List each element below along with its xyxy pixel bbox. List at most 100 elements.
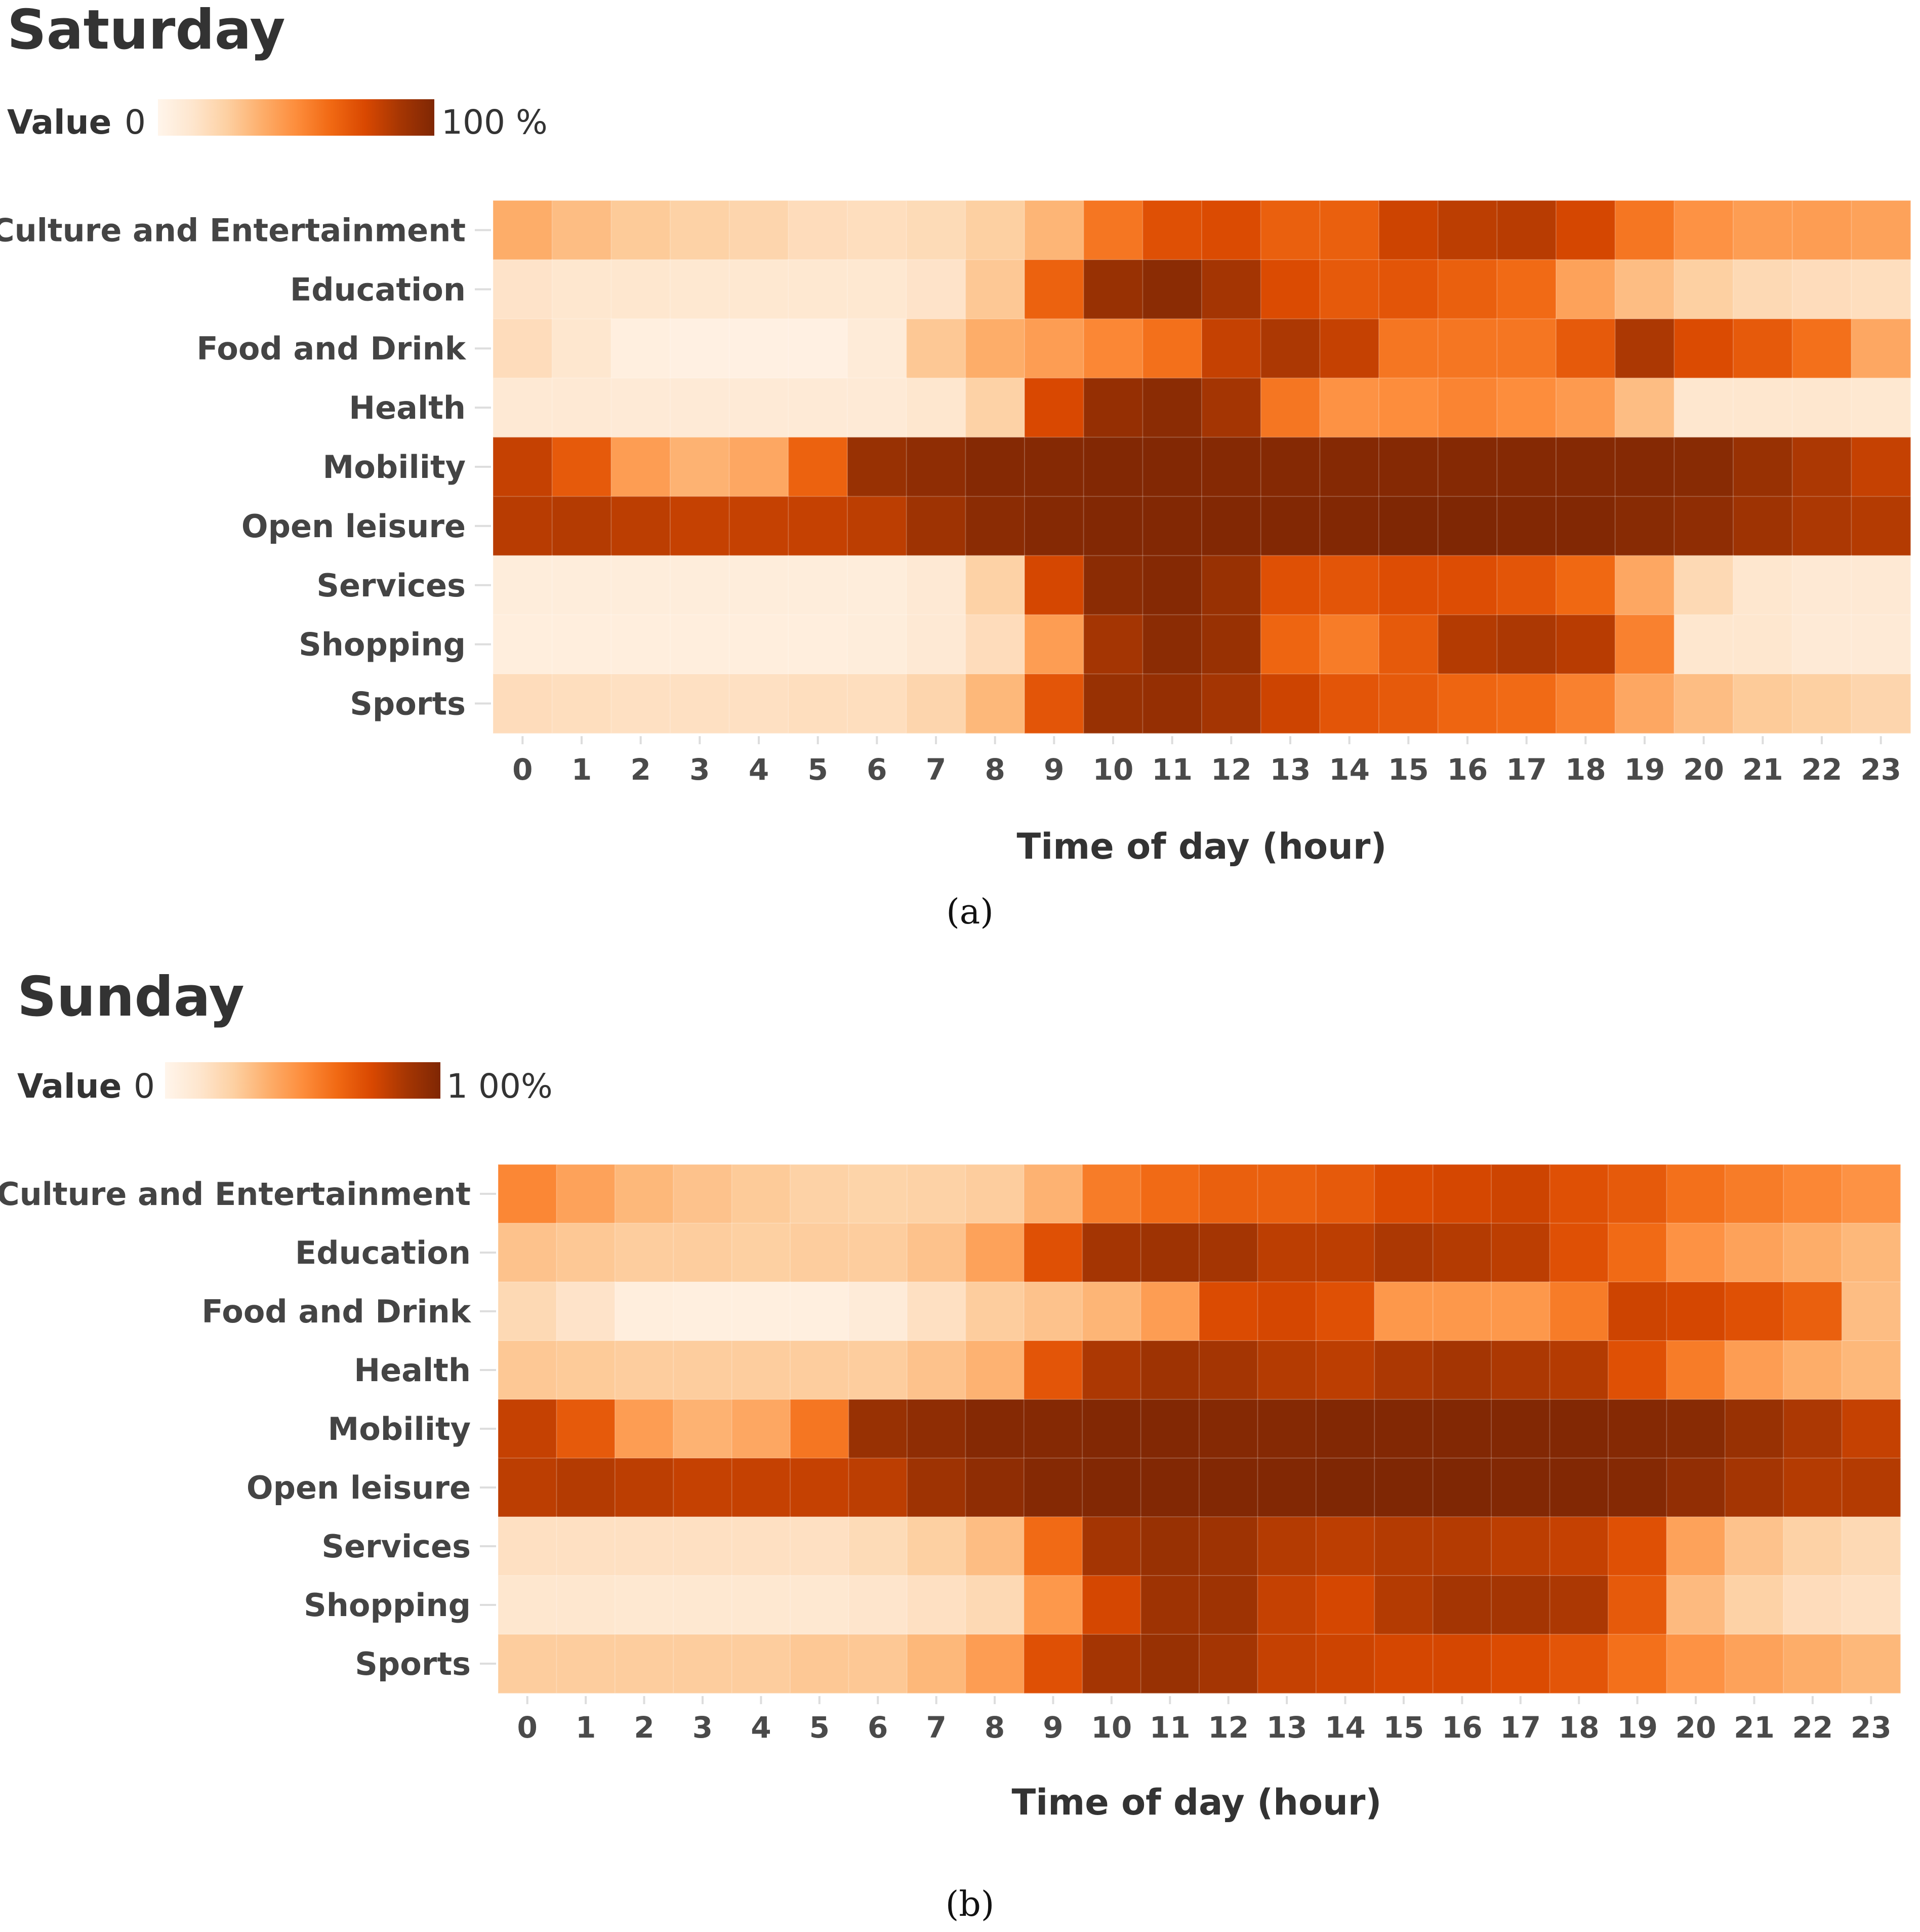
heatmap-cell	[1666, 1223, 1726, 1283]
heatmap-cell	[1023, 1340, 1083, 1400]
heatmap-cell	[1432, 1516, 1492, 1577]
heatmap-cell	[1319, 673, 1380, 734]
heatmap-cell	[1733, 259, 1793, 320]
heatmap-cell	[1549, 1340, 1609, 1400]
heatmap-cell	[1733, 614, 1793, 675]
heatmap-cell	[498, 1458, 558, 1518]
heatmap-cell	[848, 1634, 908, 1694]
heatmap-cell	[731, 1164, 791, 1224]
heatmap-cell	[614, 1399, 674, 1459]
heatmap-cell	[670, 673, 730, 734]
heatmap-cell	[1142, 496, 1203, 556]
heatmap-cell	[1024, 259, 1085, 320]
heatmap-cell	[788, 673, 848, 734]
heatmap-cell	[906, 614, 966, 675]
heatmap-cell	[1673, 259, 1734, 320]
heatmap-cell	[847, 436, 908, 498]
heatmap-cell	[1666, 1575, 1726, 1635]
heatmap-cell	[1549, 1281, 1609, 1342]
heatmap-cell	[1724, 1281, 1784, 1342]
heatmap-cell	[1083, 614, 1143, 675]
heatmap-cell	[1082, 1223, 1142, 1283]
hour-tick-label: 3	[692, 1710, 713, 1745]
hour-tick-label: 10	[1091, 1710, 1132, 1745]
heatmap-cell	[498, 1516, 558, 1577]
heatmap-cell	[610, 673, 671, 734]
heatmap-cell	[1491, 1223, 1551, 1283]
heatmap-cell	[1556, 673, 1616, 734]
heatmap-cell	[670, 496, 730, 556]
heatmap-cell	[610, 436, 671, 498]
heatmap-cell	[1437, 436, 1498, 498]
heatmap-cell	[1791, 377, 1852, 438]
heatmap-cell	[847, 673, 908, 734]
heatmap-cell	[728, 318, 789, 379]
heatmap-cell	[906, 496, 966, 556]
heatmap-cell	[556, 1399, 616, 1459]
hour-tick-label: 10	[1093, 752, 1134, 787]
legend-min-label: 0	[125, 103, 146, 142]
heatmap-cell	[848, 1399, 908, 1459]
heatmap-cell	[1260, 436, 1321, 498]
heatmap-cell	[493, 318, 553, 379]
heatmap-cell	[965, 1399, 1025, 1459]
heatmap-cell	[788, 200, 848, 261]
heatmap-cell	[1496, 496, 1557, 556]
heatmap-cell	[1024, 436, 1085, 498]
heatmap-cell	[1315, 1634, 1375, 1694]
heatmap-cell	[1724, 1340, 1784, 1400]
heatmap-cell	[1783, 1399, 1843, 1459]
heatmap-cell	[551, 496, 612, 556]
heatmap-cell	[1614, 318, 1675, 379]
heatmap-cell	[1614, 436, 1675, 498]
hour-tick-label: 19	[1617, 1710, 1658, 1745]
heatmap-cell	[906, 1223, 966, 1283]
heatmap-cell	[965, 614, 1026, 675]
heatmap-cell	[728, 555, 789, 616]
heatmap-cell	[1607, 1575, 1667, 1635]
heatmap-cell	[1432, 1223, 1492, 1283]
heatmap-cell	[1315, 1281, 1375, 1342]
heatmap-cell	[848, 1281, 908, 1342]
panel-caption: (b)	[946, 1884, 995, 1924]
heatmap-cell	[1315, 1340, 1375, 1400]
heatmap-cell	[614, 1458, 674, 1518]
heatmap-cell	[731, 1516, 791, 1577]
heatmap-cell	[965, 259, 1026, 320]
hour-tick-label: 17	[1500, 1710, 1541, 1745]
hour-tick-label: 4	[749, 752, 769, 787]
heatmap-cell	[1783, 1575, 1843, 1635]
heatmap-cell	[556, 1223, 616, 1283]
heatmap-cell	[1201, 318, 1262, 379]
heatmap-cell	[1199, 1340, 1259, 1400]
heatmap-cell	[906, 200, 966, 261]
heatmap-cell	[728, 436, 789, 498]
heatmap-cell	[965, 1516, 1025, 1577]
heatmap-cell	[1851, 614, 1911, 675]
category-label: Mobility	[323, 449, 466, 486]
heatmap-cell	[1841, 1575, 1901, 1635]
heatmap-cell	[1673, 673, 1734, 734]
heatmap-cell	[1607, 1281, 1667, 1342]
chart-title: Sunday	[17, 965, 244, 1029]
hour-tick-label: 19	[1624, 752, 1665, 787]
heatmap-cell	[1851, 259, 1911, 320]
heatmap-cell	[1724, 1399, 1784, 1459]
heatmap-cell	[1607, 1164, 1667, 1224]
heatmap-cell	[1257, 1634, 1317, 1694]
heatmap-cell	[965, 1458, 1025, 1518]
heatmap-cell	[965, 1281, 1025, 1342]
heatmap-cell	[1260, 614, 1321, 675]
heatmap-cell	[1374, 1399, 1434, 1459]
heatmap-cell	[1082, 1281, 1142, 1342]
category-label: Open leisure	[247, 1469, 471, 1506]
heatmap-cell	[493, 614, 553, 675]
heatmap-cell	[1437, 200, 1498, 261]
legend-min-label: 0	[134, 1067, 155, 1106]
hour-tick-label: 5	[807, 752, 828, 787]
heatmap-cell	[906, 436, 966, 498]
heatmap-cell	[1082, 1458, 1142, 1518]
heatmap-cell	[1201, 614, 1262, 675]
heatmap-cell	[1023, 1634, 1083, 1694]
hour-tick-label: 6	[868, 1710, 888, 1745]
